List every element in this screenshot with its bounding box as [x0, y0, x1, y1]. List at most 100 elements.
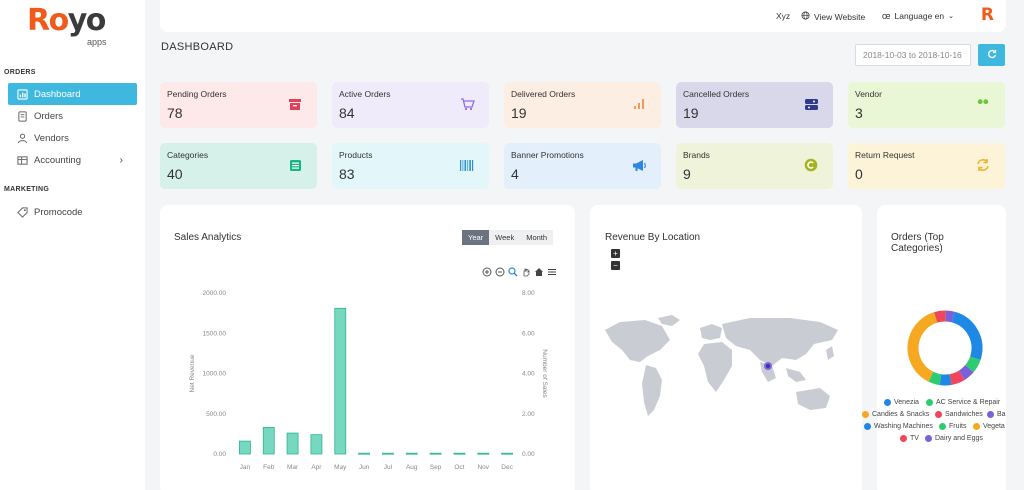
legend-label: Washing Machines — [874, 423, 933, 430]
stat-label: Delivered Orders — [511, 89, 576, 99]
view-website-link[interactable]: View Website — [801, 11, 865, 22]
x-tick-label: Oct — [454, 464, 464, 471]
stat-card-vendor[interactable]: Vendor 3 — [848, 82, 1005, 128]
home-icon[interactable] — [533, 266, 544, 277]
x-tick-label: May — [334, 464, 347, 471]
zoom-selection-icon[interactable] — [507, 266, 518, 277]
legend-dot — [900, 435, 907, 442]
orders-top-panel — [877, 205, 1006, 490]
legend-item[interactable]: Washing Machines — [864, 423, 933, 430]
stat-value: 40 — [167, 166, 183, 182]
bar-jun — [358, 452, 370, 455]
stat-card-active-orders[interactable]: Active Orders 84 — [332, 82, 489, 128]
tab-week[interactable]: Week — [489, 230, 521, 245]
stat-label: Pending Orders — [167, 89, 227, 99]
date-range-input[interactable]: 2018-10-03 to 2018-10-16 — [855, 44, 971, 66]
legend-item[interactable]: Candies & Snacks — [862, 411, 929, 418]
sidebar-item-promocode[interactable]: Promocode — [8, 201, 137, 223]
legend-item[interactable]: TV — [900, 435, 919, 442]
stat-value: 84 — [339, 105, 355, 121]
stat-value: 83 — [339, 166, 355, 182]
royo-logo[interactable]: Royo apps — [27, 6, 107, 48]
world-map[interactable] — [600, 310, 850, 435]
user-menu[interactable]: Xyz — [776, 11, 790, 21]
sidebar-item-orders[interactable]: Orders — [8, 105, 137, 127]
legend-label: Ba — [997, 411, 1006, 418]
y2-tick-label: 4.00 — [522, 371, 535, 378]
stat-card-categories[interactable]: Categories 40 — [160, 143, 317, 189]
donut-slice[interactable] — [906, 309, 984, 387]
legend-label: AC Service & Repair — [936, 399, 1001, 406]
top-bar: Xyz View Website œ Language en ⌄ R — [160, 0, 1006, 32]
sales-analytics-title: Sales Analytics — [174, 232, 242, 243]
zoom-out-icon[interactable] — [494, 266, 505, 277]
legend-dot — [973, 423, 980, 430]
archive-icon — [287, 96, 303, 112]
legend-label: Fruits — [949, 423, 967, 430]
language-label: Language en — [894, 11, 945, 21]
range-tabs: Year Week Month — [462, 230, 554, 245]
bar-oct — [453, 452, 466, 455]
sidebar-item-label: Accounting — [34, 154, 82, 166]
legend-dot — [987, 411, 994, 418]
view-website-label: View Website — [814, 11, 866, 22]
avatar[interactable]: R — [980, 5, 994, 25]
list-icon — [287, 157, 303, 173]
stat-value: 9 — [683, 166, 691, 182]
chevron-right-icon: › — [119, 154, 123, 166]
sales-chart: 0.00 500.00 1000.00 1500.00 2000.00 0.00 2.00 4… — [189, 290, 548, 471]
sidebar-item-vendors[interactable]: Vendors — [8, 127, 137, 149]
orders-top-title-2: Categories) — [891, 243, 943, 254]
x-tick-label: Nov — [477, 464, 489, 471]
refresh-icon — [987, 49, 997, 62]
bar-may — [334, 307, 347, 455]
pan-icon[interactable] — [520, 266, 531, 277]
map-zoom-in-button[interactable]: + — [611, 249, 620, 258]
bar-aug — [405, 452, 418, 455]
legend-item[interactable]: AC Service & Repair — [926, 399, 1000, 406]
legend-item[interactable]: Vegeta — [973, 423, 1005, 430]
map-zoom-out-button[interactable]: − — [611, 261, 620, 270]
dashboard-icon — [16, 88, 28, 100]
legend-item[interactable]: Sandwiches — [935, 411, 983, 418]
stat-label: Cancelled Orders — [683, 89, 750, 99]
refresh-button[interactable] — [978, 44, 1005, 66]
tab-year[interactable]: Year — [462, 230, 490, 245]
bar-nov — [477, 452, 490, 455]
zoom-in-icon[interactable] — [481, 266, 492, 277]
tab-month[interactable]: Month — [520, 230, 554, 245]
stat-card-products[interactable]: Products 83 — [332, 143, 489, 189]
stat-label: Active Orders — [339, 89, 391, 99]
stat-card-delivered-orders[interactable]: Delivered Orders 19 — [504, 82, 661, 128]
users-icon — [975, 96, 991, 112]
sales-analytics-panel — [160, 205, 575, 490]
stat-card-banner-promotions[interactable]: Banner Promotions 4 — [504, 143, 661, 189]
bar-jul — [382, 452, 394, 455]
stat-card-cancelled-orders[interactable]: Cancelled Orders 19 — [676, 82, 833, 128]
legend-item[interactable]: Dairy and Eggs — [925, 435, 983, 442]
legend-item[interactable]: Fruits — [939, 423, 967, 430]
menu-icon[interactable] — [546, 266, 557, 277]
promocode-icon — [16, 206, 28, 218]
sidebar-item-accounting[interactable]: Accounting › — [8, 149, 137, 171]
stat-card-pending-orders[interactable]: Pending Orders 78 — [160, 82, 317, 128]
stat-value: 0 — [855, 166, 863, 182]
revenue-location-title: Revenue By Location — [605, 232, 701, 243]
donut-slice[interactable] — [906, 309, 984, 387]
bar-apr — [310, 434, 323, 455]
x-tick-label: Dec — [501, 464, 513, 471]
donut-slice[interactable] — [906, 309, 984, 387]
stat-value: 19 — [511, 105, 527, 121]
stat-card-brands[interactable]: Brands 9 — [676, 143, 833, 189]
sidebar-item-label: Orders — [34, 110, 64, 122]
legend-label: Venezia — [894, 399, 919, 406]
copyright-icon — [803, 157, 819, 173]
x-tick-label: Sep — [430, 464, 442, 471]
language-selector[interactable]: œ Language en ⌄ — [882, 11, 954, 21]
barcode-icon — [459, 157, 475, 173]
sidebar-item-dashboard[interactable]: Dashboard — [8, 83, 137, 105]
legend-item[interactable]: Ba — [987, 411, 1006, 418]
stat-label: Banner Promotions — [511, 150, 584, 160]
stat-card-return-request[interactable]: Return Request 0 — [848, 143, 1005, 189]
legend-item[interactable]: Venezia — [884, 399, 919, 406]
